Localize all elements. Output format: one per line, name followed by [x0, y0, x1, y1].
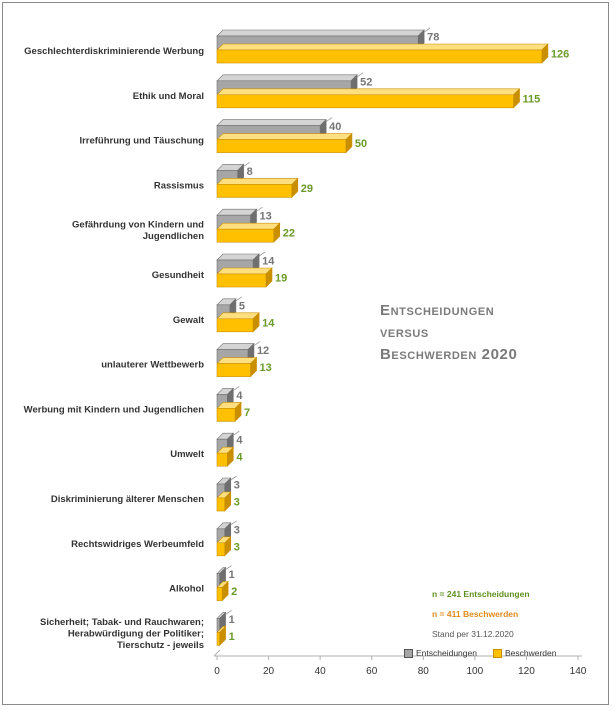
- value-label-complaints-5: 19: [275, 273, 287, 285]
- leader-line-11: [230, 520, 237, 526]
- leader-line-12: [225, 565, 232, 570]
- category-label-4: Gefährdung von Kindern und Jugendlichen: [72, 219, 204, 242]
- x-tick-label-4: 80: [418, 666, 430, 677]
- value-label-complaints-4: 22: [283, 228, 295, 240]
- x-tick-label-7: 140: [570, 666, 587, 677]
- value-label-decisions-12: 1: [229, 569, 235, 581]
- value-label-complaints-3: 29: [301, 183, 313, 195]
- bar-complaints-9: [216, 446, 235, 467]
- category-label-0: Geschlechterdiskriminierende Werbung: [24, 46, 204, 57]
- chart-frame: [2, 2, 609, 705]
- bar-complaints-1: [216, 88, 521, 109]
- bar-complaints-0: [216, 43, 549, 64]
- bar-complaints-8: [216, 401, 242, 423]
- x-axis: 0 20 40 60 80 100 120 140: [213, 649, 587, 677]
- value-label-complaints-0: 126: [551, 49, 569, 61]
- x-tick-label-1: 20: [263, 666, 275, 677]
- leader-line-8: [233, 386, 240, 391]
- bar-complaints-2: [216, 132, 353, 154]
- value-label-complaints-6: 14: [262, 317, 275, 329]
- category-label-3: Rassismus: [154, 180, 204, 191]
- leader-line-2: [325, 117, 333, 122]
- note-decisions-count: n = 241 Entscheidungen: [432, 589, 530, 599]
- value-label-complaints-10: 3: [234, 497, 240, 509]
- legend: Entscheidungen Beschwerden: [404, 648, 556, 658]
- value-label-decisions-8: 4: [236, 390, 243, 402]
- value-label-complaints-13: 1: [229, 631, 235, 643]
- leader-line-5: [258, 251, 266, 257]
- leader-line-0: [423, 27, 431, 33]
- leader-line-9: [233, 430, 240, 436]
- bar-complaints-11: [216, 536, 232, 557]
- leader-line-13: [225, 610, 232, 615]
- value-label-decisions-3: 8: [247, 166, 253, 178]
- value-label-complaints-1: 115: [523, 93, 541, 105]
- bars-group: 7812652115405082913221419514121347443333…: [216, 27, 569, 647]
- category-label-13: Sicherheit; Tabak- und Rauchwaren; Herabw…: [40, 617, 204, 651]
- value-label-decisions-2: 40: [329, 121, 341, 133]
- category-label-6: Gewalt: [173, 315, 205, 326]
- legend-item-complaints: Beschwerden: [492, 648, 557, 658]
- value-label-decisions-4: 13: [260, 211, 272, 223]
- value-label-complaints-12: 2: [231, 586, 237, 598]
- leader-line-1: [356, 72, 364, 78]
- bar-complaints-12: [216, 580, 229, 602]
- bar-complaints-10: [216, 491, 232, 512]
- category-label-9: Umwelt: [170, 449, 205, 460]
- x-tick-label-3: 60: [366, 666, 378, 677]
- value-label-decisions-10: 3: [234, 480, 240, 492]
- value-label-complaints-8: 7: [244, 407, 250, 419]
- note-as-of-date: Stand per 31.12.2020: [432, 629, 514, 639]
- chart-title-line-2: versus: [380, 324, 429, 341]
- category-label-7: unlauterer Wettbewerb: [101, 360, 204, 371]
- bar-complaints-4: [216, 222, 281, 243]
- leader-line-6: [235, 296, 243, 302]
- notes: n = 241 Entscheidungen n = 411 Beschwerd…: [432, 588, 530, 648]
- x-tick-label-6: 120: [518, 666, 535, 677]
- note-complaints-count: n = 411 Beschwerden: [432, 609, 519, 619]
- category-label-2: Irreführung und Täuschung: [79, 136, 204, 147]
- category-labels: Geschlechterdiskriminierende Werbung Ethi…: [24, 46, 205, 651]
- value-label-complaints-9: 4: [236, 452, 243, 464]
- value-label-decisions-6: 5: [239, 300, 245, 312]
- bar-complaints-5: [216, 267, 273, 288]
- chart-title-line-1: Entscheidungen: [380, 302, 495, 319]
- value-label-complaints-7: 13: [260, 362, 272, 374]
- legend-swatch-decisions: [404, 648, 413, 658]
- leader-line-3: [243, 162, 250, 167]
- x-tick-label-0: 0: [214, 666, 220, 677]
- x-axis-depth: [213, 649, 221, 657]
- value-label-decisions-11: 3: [234, 524, 240, 536]
- value-label-decisions-9: 4: [236, 435, 243, 447]
- chart-title: Entscheidungen versus Beschwerden 2020: [380, 300, 580, 366]
- category-label-1: Ethik und Moral: [133, 91, 204, 102]
- bar-complaints-13: [216, 625, 227, 647]
- value-label-decisions-7: 12: [257, 345, 269, 357]
- leader-line-10: [230, 475, 237, 481]
- leader-line-4: [256, 206, 263, 212]
- x-tick-label-2: 40: [315, 666, 327, 677]
- value-label-decisions-1: 52: [360, 76, 372, 88]
- bar-complaints-6: [216, 312, 260, 333]
- value-label-decisions-13: 1: [229, 614, 235, 626]
- category-label-5: Gesundheit: [152, 270, 205, 281]
- bar-complaints-3: [216, 177, 299, 199]
- value-label-complaints-11: 3: [234, 541, 240, 553]
- legend-swatch-complaints: [492, 648, 502, 658]
- value-label-decisions-0: 78: [427, 32, 439, 44]
- legend-item-decisions: Entscheidungen: [404, 648, 477, 658]
- x-tick-label-5: 100: [467, 666, 484, 677]
- category-label-8: Werbung mit Kindern und Jugendlichen: [24, 404, 205, 415]
- category-label-12: Alkohol: [169, 584, 204, 595]
- leader-line-7: [253, 341, 261, 346]
- legend-label-decisions: Entscheidungen: [416, 648, 477, 658]
- value-label-complaints-2: 50: [355, 138, 367, 150]
- category-label-10: Diskriminierung älterer Menschen: [51, 494, 204, 505]
- legend-label-complaints: Beschwerden: [504, 648, 557, 658]
- bar-complaints-7: [216, 356, 258, 378]
- category-label-11: Rechtswidriges Werbeumfeld: [71, 539, 204, 550]
- value-label-decisions-5: 14: [262, 256, 275, 268]
- chart-title-line-3: Beschwerden 2020: [380, 346, 518, 363]
